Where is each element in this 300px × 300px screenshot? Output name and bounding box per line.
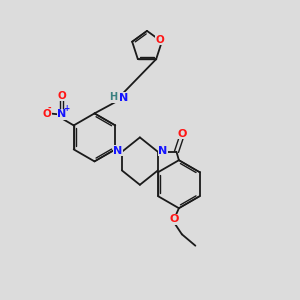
Text: +: + bbox=[63, 104, 69, 113]
Text: O: O bbox=[177, 129, 187, 139]
Text: N: N bbox=[57, 109, 66, 119]
Text: O: O bbox=[169, 214, 179, 224]
Text: O: O bbox=[57, 91, 66, 101]
Text: N: N bbox=[158, 146, 167, 156]
Text: H: H bbox=[109, 92, 117, 102]
Text: N: N bbox=[119, 93, 128, 103]
Text: -: - bbox=[48, 104, 52, 113]
Text: O: O bbox=[155, 35, 164, 45]
Text: N: N bbox=[113, 146, 122, 156]
Text: O: O bbox=[43, 109, 52, 119]
